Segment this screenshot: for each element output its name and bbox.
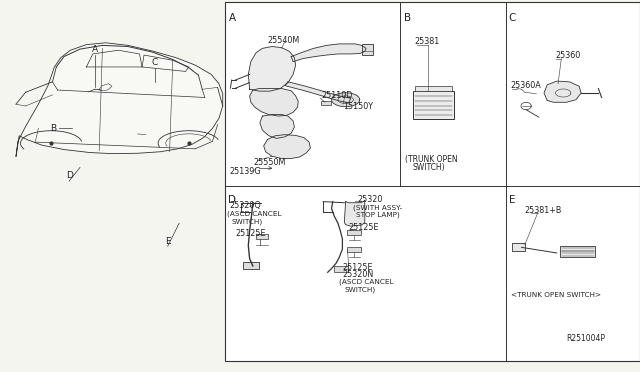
Bar xyxy=(413,91,454,119)
Polygon shape xyxy=(264,135,310,158)
Text: C: C xyxy=(152,58,158,67)
Bar xyxy=(415,86,452,91)
Text: STOP LAMP): STOP LAMP) xyxy=(356,212,400,218)
Polygon shape xyxy=(285,82,351,103)
Polygon shape xyxy=(544,81,581,102)
Bar xyxy=(512,243,525,251)
Text: <TRUNK OPEN SWITCH>: <TRUNK OPEN SWITCH> xyxy=(511,292,601,298)
Text: SWITCH): SWITCH) xyxy=(344,286,376,293)
Polygon shape xyxy=(16,43,223,156)
Text: 25110D: 25110D xyxy=(321,92,353,100)
Text: R251004P: R251004P xyxy=(566,334,605,343)
Bar xyxy=(560,246,595,257)
Polygon shape xyxy=(250,89,298,116)
Bar xyxy=(334,266,348,272)
Text: 25381+B: 25381+B xyxy=(525,206,562,215)
Text: D: D xyxy=(228,195,237,205)
Text: 25320: 25320 xyxy=(357,195,383,204)
Text: (SWITH ASSY-: (SWITH ASSY- xyxy=(353,204,403,211)
Text: E: E xyxy=(165,237,170,246)
Polygon shape xyxy=(291,44,366,62)
Text: 25139G: 25139G xyxy=(229,167,260,176)
Text: A: A xyxy=(228,13,236,23)
Text: A: A xyxy=(92,45,98,54)
Polygon shape xyxy=(248,46,296,91)
Text: B: B xyxy=(404,13,412,23)
Text: 25125E: 25125E xyxy=(236,229,266,238)
Text: 25125E: 25125E xyxy=(342,263,373,272)
Bar xyxy=(243,262,259,269)
Bar xyxy=(225,2,640,361)
Text: 25320N: 25320N xyxy=(342,270,374,279)
Text: C: C xyxy=(509,13,516,23)
Text: (TRUNK OPEN: (TRUNK OPEN xyxy=(405,155,458,164)
Text: 25381: 25381 xyxy=(415,37,440,46)
Text: 25360: 25360 xyxy=(556,51,580,60)
Bar xyxy=(362,44,373,55)
Polygon shape xyxy=(260,115,294,138)
Text: 15150Y: 15150Y xyxy=(343,102,373,110)
Text: D: D xyxy=(66,171,72,180)
Text: 25360A: 25360A xyxy=(511,81,541,90)
Text: SWITCH): SWITCH) xyxy=(413,163,445,172)
Text: (ASCD CANCEL: (ASCD CANCEL xyxy=(227,211,282,217)
Text: 25550M: 25550M xyxy=(253,158,286,167)
Text: SWITCH): SWITCH) xyxy=(232,218,263,225)
Text: 25320Q: 25320Q xyxy=(229,201,261,210)
Bar xyxy=(347,230,361,235)
Text: E: E xyxy=(509,195,515,205)
Bar xyxy=(347,247,361,252)
Text: B: B xyxy=(50,124,56,133)
Text: (ASCD CANCEL: (ASCD CANCEL xyxy=(339,279,394,285)
Polygon shape xyxy=(332,93,360,107)
Text: 25540M: 25540M xyxy=(268,36,300,45)
Text: 25125E: 25125E xyxy=(349,223,380,232)
Bar xyxy=(321,101,331,105)
Bar xyxy=(256,234,268,239)
Polygon shape xyxy=(344,200,365,226)
